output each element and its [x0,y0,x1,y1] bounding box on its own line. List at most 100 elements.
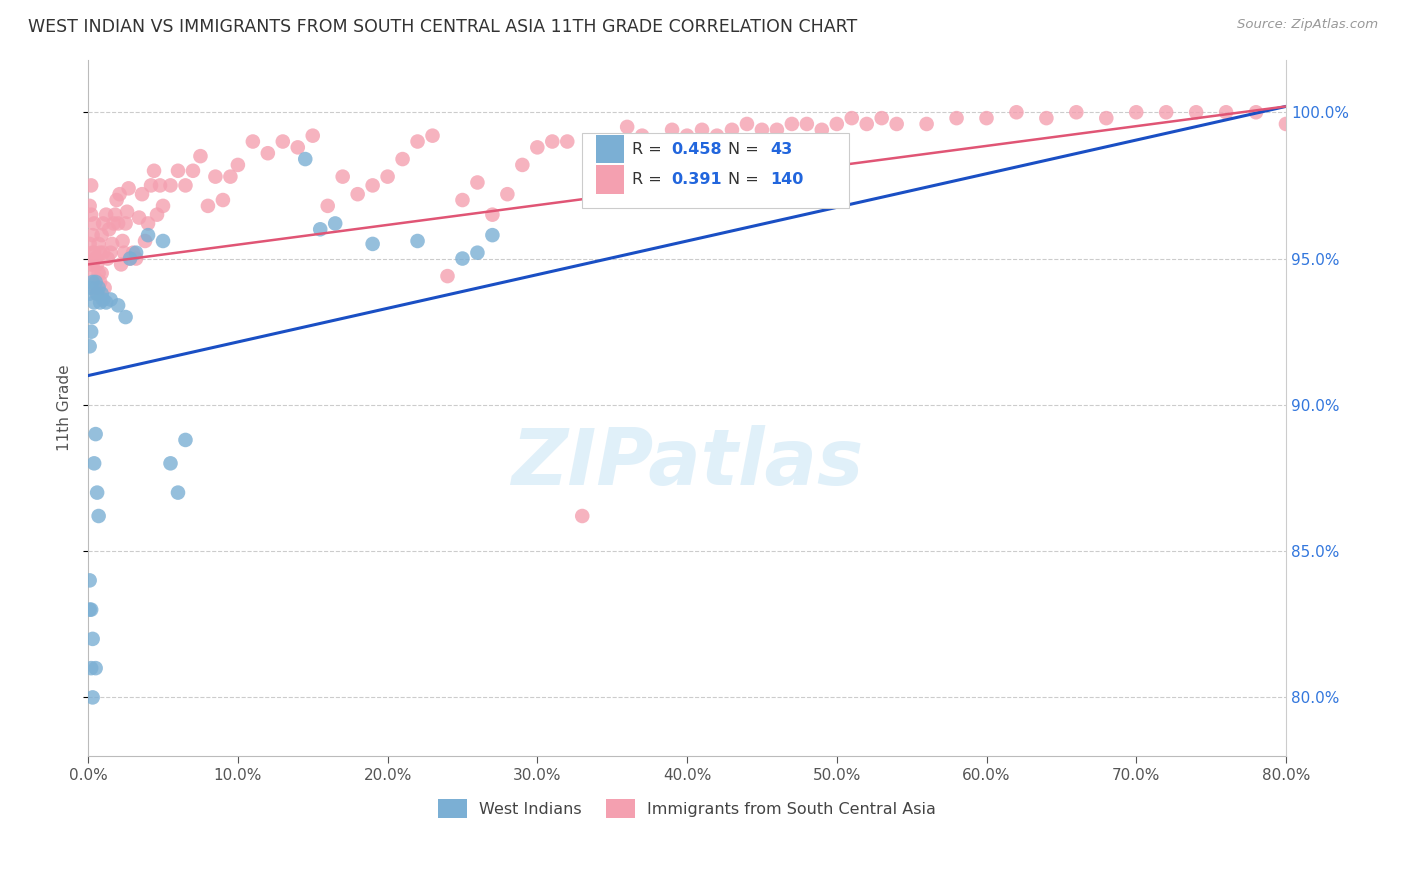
Point [104,208,127,222]
Point [111,234,134,248]
Point [422,128,444,143]
Point [82,257,104,271]
Point [377,169,399,184]
Point [481,208,503,222]
Point [82,228,104,243]
Point [84,281,107,295]
Text: R =: R = [633,142,666,157]
Point [79,236,101,251]
Point [181,163,204,178]
Point [125,252,148,266]
Point [1244,105,1267,120]
Point [117,181,139,195]
Point [105,193,128,207]
Point [79,574,101,588]
Point [91,245,114,260]
Point [80,281,103,295]
Text: 0.391: 0.391 [672,172,723,187]
Point [301,128,323,143]
Point [271,135,294,149]
Point [149,178,172,193]
Point [80,257,103,271]
Point [451,193,474,207]
Point [294,152,316,166]
Point [90,266,112,280]
Point [512,158,534,172]
Point [690,123,713,137]
Point [87,236,110,251]
Point [467,176,489,190]
Point [125,245,148,260]
Point [84,275,107,289]
Point [120,252,142,266]
Point [134,234,156,248]
Point [1125,105,1147,120]
Point [94,295,117,310]
Point [1215,105,1237,120]
Point [86,286,108,301]
Point [870,111,893,125]
Point [115,204,138,219]
Point [451,252,474,266]
Point [91,293,114,307]
Point [945,111,967,125]
Point [436,269,458,284]
Point [467,245,489,260]
Point [780,117,803,131]
Point [855,117,877,131]
Point [136,228,159,243]
Point [146,208,169,222]
Point [555,135,578,149]
Point [112,245,135,260]
Point [886,117,908,131]
Point [1095,111,1118,125]
Point [256,146,278,161]
Point [84,427,107,442]
Text: 0.458: 0.458 [672,142,723,157]
Point [87,508,110,523]
Point [89,275,111,289]
Point [811,123,834,137]
Point [97,252,120,266]
Point [114,216,136,230]
Point [108,187,131,202]
Y-axis label: 11th Grade: 11th Grade [58,365,72,451]
Point [89,295,111,310]
Point [167,163,190,178]
Point [1395,105,1406,120]
Text: N =: N = [728,172,763,187]
Point [94,208,117,222]
Point [89,245,111,260]
Point [86,257,108,271]
Point [1154,105,1177,120]
Point [93,281,115,295]
Point [541,135,564,149]
Point [796,117,818,131]
Point [90,228,112,243]
Point [100,293,122,307]
Point [159,456,181,470]
Point [87,281,110,295]
Text: N =: N = [728,142,763,157]
Text: 43: 43 [770,142,792,157]
Point [586,140,609,154]
Point [80,661,103,675]
Point [661,123,683,137]
Point [242,135,264,149]
Point [82,275,104,289]
Point [1305,105,1327,120]
Point [80,208,103,222]
Point [1275,117,1298,131]
Point [332,169,354,184]
Point [309,222,332,236]
Text: 140: 140 [770,172,803,187]
Point [87,266,110,280]
Point [706,128,728,143]
Point [316,199,339,213]
Point [152,234,174,248]
Point [616,120,638,134]
Point [1365,105,1388,120]
Point [152,199,174,213]
Point [79,286,101,301]
Point [83,295,105,310]
